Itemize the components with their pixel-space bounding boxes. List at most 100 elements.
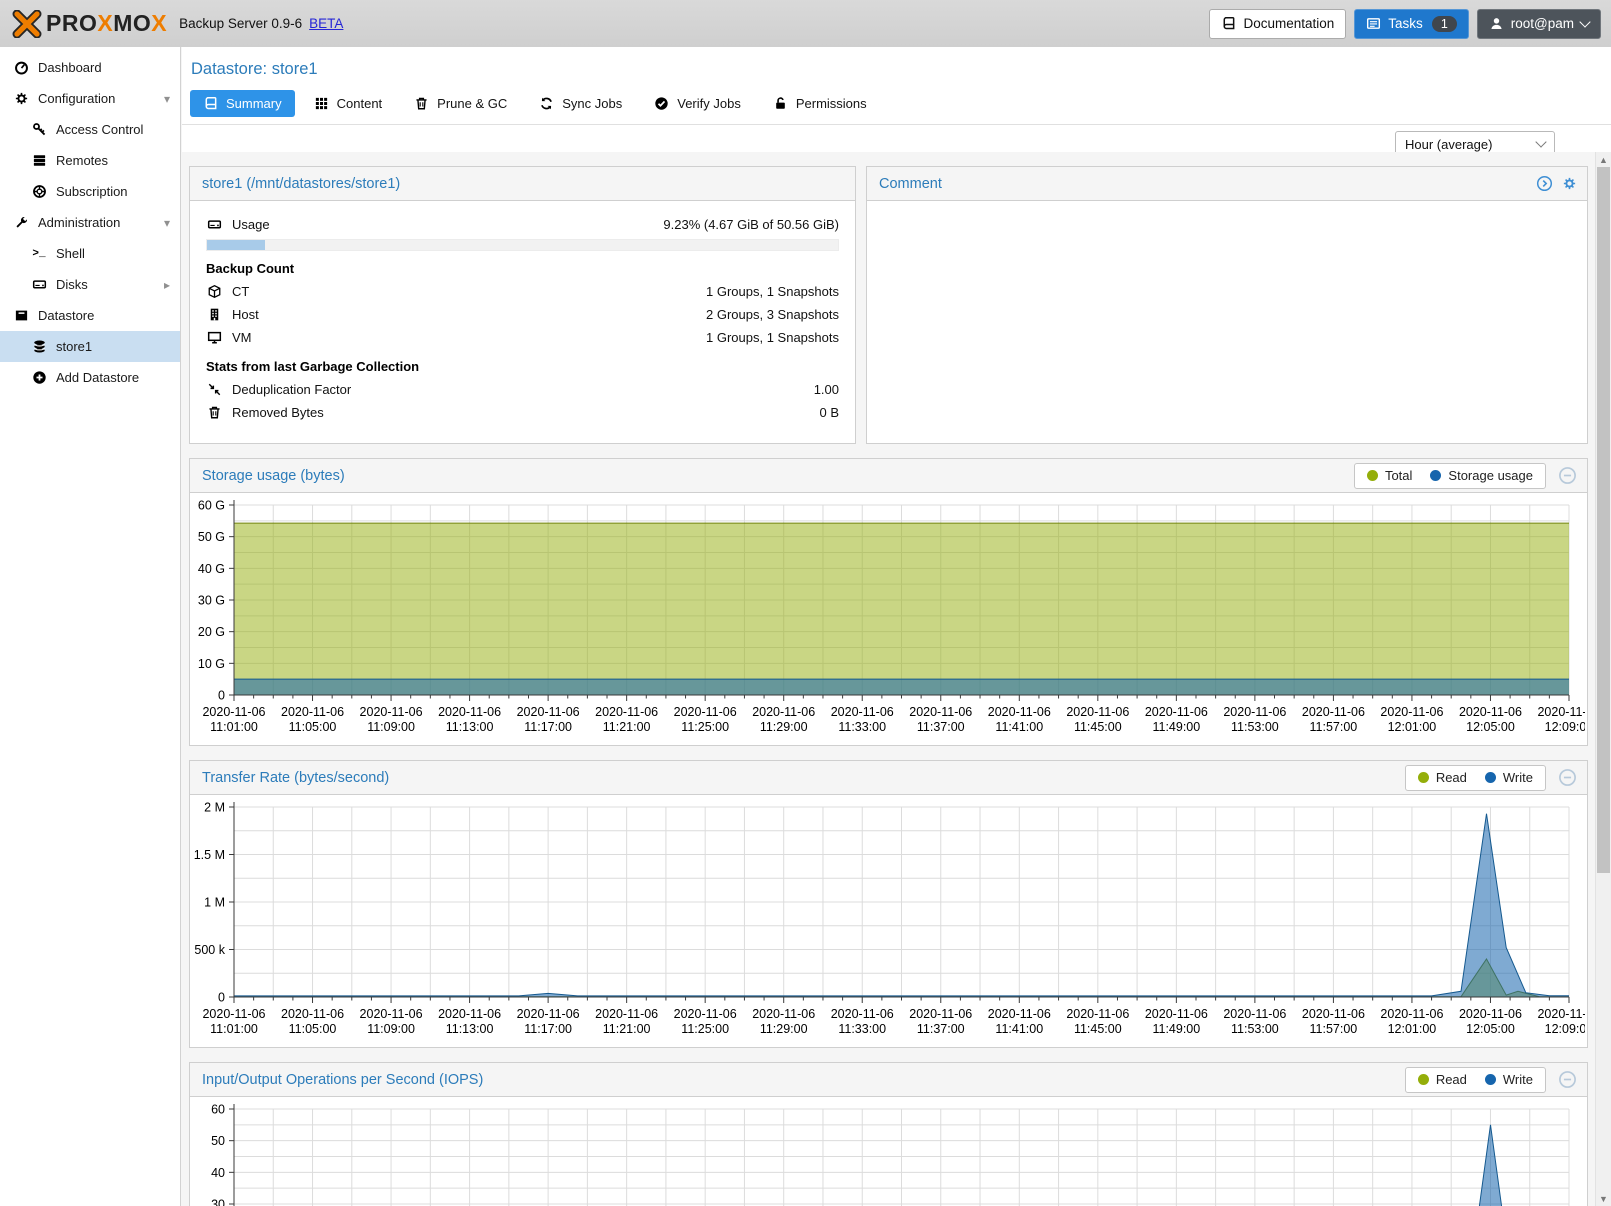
tasks-button[interactable]: Tasks 1	[1354, 8, 1469, 39]
svg-text:2020-11-06: 2020-11-06	[831, 1007, 894, 1021]
proxmox-logo: PROXMOX	[12, 9, 168, 38]
datastore-summary-panel: store1 (/mnt/datastores/store1) Usage 9.…	[189, 166, 856, 444]
svg-text:2020-11-06: 2020-11-06	[1537, 705, 1585, 719]
svg-text:2020-11-06: 2020-11-06	[674, 1007, 737, 1021]
transfer-rate-panel: Transfer Rate (bytes/second) Read Write 0 50…	[189, 760, 1588, 1048]
user-menu-button[interactable]: root@pam	[1476, 8, 1601, 39]
svg-text:11:49:00: 11:49:00	[1152, 1022, 1200, 1036]
trash-icon	[206, 405, 223, 420]
stat-value: 1 Groups, 1 Snapshots	[706, 284, 839, 299]
sidebar-item-configuration[interactable]: Configuration ▾	[0, 83, 180, 114]
sidebar-item-subscription[interactable]: Subscription	[0, 176, 180, 207]
svg-text:12:01:00: 12:01:00	[1388, 1022, 1437, 1036]
usage-row: Usage 9.23% (4.67 GiB of 50.56 GiB)	[206, 213, 839, 236]
svg-text:0: 0	[218, 991, 225, 1005]
panel-title: store1 (/mnt/datastores/store1)	[202, 175, 401, 192]
legend-item-write[interactable]: Write	[1484, 1072, 1533, 1087]
sidebar-item-label: Configuration	[38, 91, 116, 106]
svg-text:2020-11-06: 2020-11-06	[1380, 705, 1443, 719]
svg-text:11:09:00: 11:09:00	[367, 1022, 415, 1036]
stat-label: CT	[232, 284, 250, 299]
product-name: Backup Server 0.9-6	[179, 16, 303, 31]
sidebar-item-store1[interactable]: store1	[0, 331, 180, 362]
svg-text:11:13:00: 11:13:00	[446, 1022, 494, 1036]
unlock-icon	[773, 96, 788, 111]
circle-chevron-right-icon[interactable]	[1536, 175, 1553, 192]
scroll-down-arrow-icon[interactable]: ▼	[1599, 1193, 1608, 1204]
tab-summary[interactable]: Summary	[190, 90, 295, 117]
svg-text:2020-11-06: 2020-11-06	[517, 1007, 580, 1021]
sidebar-item-datastore[interactable]: Datastore	[0, 300, 180, 331]
svg-text:1 M: 1 M	[204, 896, 225, 910]
stat-row-deduplication-factor: Deduplication Factor 1.00	[206, 378, 839, 401]
sidebar-item-remotes[interactable]: Remotes	[0, 145, 180, 176]
iops-chart: 01020304050602020-11-0611:01:002020-11-0…	[211, 1103, 1570, 1206]
main-header: Datastore: store1 Summary Content Prune & …	[182, 47, 1611, 164]
svg-text:500 k: 500 k	[194, 943, 225, 957]
tab-label: Prune & GC	[437, 96, 508, 111]
sidebar-item-shell[interactable]: >_ Shell	[0, 238, 180, 269]
sidebar-item-disks[interactable]: Disks ▸	[0, 269, 180, 300]
chart-legend: Total Storage usage	[1353, 462, 1546, 489]
content-area: store1 (/mnt/datastores/store1) Usage 9.…	[182, 152, 1595, 1206]
tab-label: Summary	[226, 96, 282, 111]
tab-sync-jobs[interactable]: Sync Jobs	[526, 90, 635, 117]
tab-prune-gc[interactable]: Prune & GC	[401, 90, 520, 117]
svg-text:2020-11-06: 2020-11-06	[1223, 1007, 1286, 1021]
scroll-up-arrow-icon[interactable]: ▲	[1599, 154, 1608, 165]
collapse-chart-button[interactable]	[1558, 768, 1577, 787]
beta-link[interactable]: BETA	[309, 16, 344, 31]
collapse-chart-button[interactable]	[1558, 466, 1577, 485]
svg-text:11:33:00: 11:33:00	[838, 1022, 886, 1036]
svg-text:2020-11-06: 2020-11-06	[281, 1007, 344, 1021]
tab-content[interactable]: Content	[301, 90, 396, 117]
vertical-scrollbar[interactable]: ▲ ▼	[1595, 152, 1611, 1206]
collapse-chart-button[interactable]	[1558, 1070, 1577, 1089]
svg-text:11:45:00: 11:45:00	[1074, 720, 1122, 734]
svg-text:2020-11-06: 2020-11-06	[909, 1007, 972, 1021]
svg-text:12:05:00: 12:05:00	[1466, 720, 1515, 734]
svg-text:11:57:00: 11:57:00	[1310, 1022, 1358, 1036]
gear-icon	[12, 91, 30, 106]
sidebar-item-dashboard[interactable]: Dashboard	[0, 52, 180, 83]
iops-panel: Input/Output Operations per Second (IOPS…	[189, 1062, 1588, 1206]
chart-body: 01020304050602020-11-0611:01:002020-11-0…	[190, 1097, 1587, 1206]
svg-text:2020-11-06: 2020-11-06	[438, 705, 501, 719]
panel-title: Comment	[879, 175, 942, 192]
legend-item-storage-usage[interactable]: Storage usage	[1430, 468, 1533, 483]
legend-item-total[interactable]: Total	[1366, 468, 1412, 483]
tab-verify-jobs[interactable]: Verify Jobs	[641, 90, 754, 117]
svg-text:2020-11-06: 2020-11-06	[752, 1007, 815, 1021]
caret-right-icon[interactable]: ▸	[163, 277, 170, 292]
scrollbar-thumb[interactable]	[1597, 167, 1610, 873]
caret-down-icon[interactable]: ▾	[163, 215, 170, 230]
gear-icon[interactable]	[1562, 176, 1577, 191]
legend-item-write[interactable]: Write	[1484, 770, 1533, 785]
legend-label: Read	[1435, 770, 1467, 785]
key-icon	[30, 122, 48, 137]
svg-text:12:09:00: 12:09:00	[1545, 720, 1585, 734]
logo-wordmark: PROXMOX	[46, 10, 168, 36]
svg-text:2020-11-06: 2020-11-06	[1459, 705, 1522, 719]
svg-text:11:29:00: 11:29:00	[760, 1022, 808, 1036]
documentation-button[interactable]: Documentation	[1209, 8, 1347, 39]
tab-permissions[interactable]: Permissions	[760, 90, 880, 117]
sidebar-item-add-datastore[interactable]: Add Datastore	[0, 362, 180, 393]
svg-text:2020-11-06: 2020-11-06	[1066, 1007, 1129, 1021]
svg-text:50 G: 50 G	[198, 530, 225, 544]
lifering-icon	[30, 184, 48, 199]
svg-text:2020-11-06: 2020-11-06	[1145, 1007, 1208, 1021]
chart-body: 0 10 G 20 G 30 G 40 G 50 G 60 G 2020-11-06 11:01…	[190, 493, 1587, 745]
svg-text:11:01:00: 11:01:00	[210, 1022, 258, 1036]
legend-item-read[interactable]: Read	[1417, 1072, 1467, 1087]
legend-item-read[interactable]: Read	[1417, 770, 1467, 785]
comment-body[interactable]	[867, 201, 1587, 443]
sidebar-item-administration[interactable]: Administration ▾	[0, 207, 180, 238]
remotes-icon	[30, 153, 48, 168]
svg-text:2020-11-06: 2020-11-06	[1223, 705, 1286, 719]
legend-dot	[1417, 772, 1429, 783]
svg-text:11:05:00: 11:05:00	[289, 1022, 337, 1036]
caret-down-icon[interactable]: ▾	[163, 91, 170, 106]
sidebar-item-label: Administration	[38, 215, 121, 230]
sidebar-item-access-control[interactable]: Access Control	[0, 114, 180, 145]
